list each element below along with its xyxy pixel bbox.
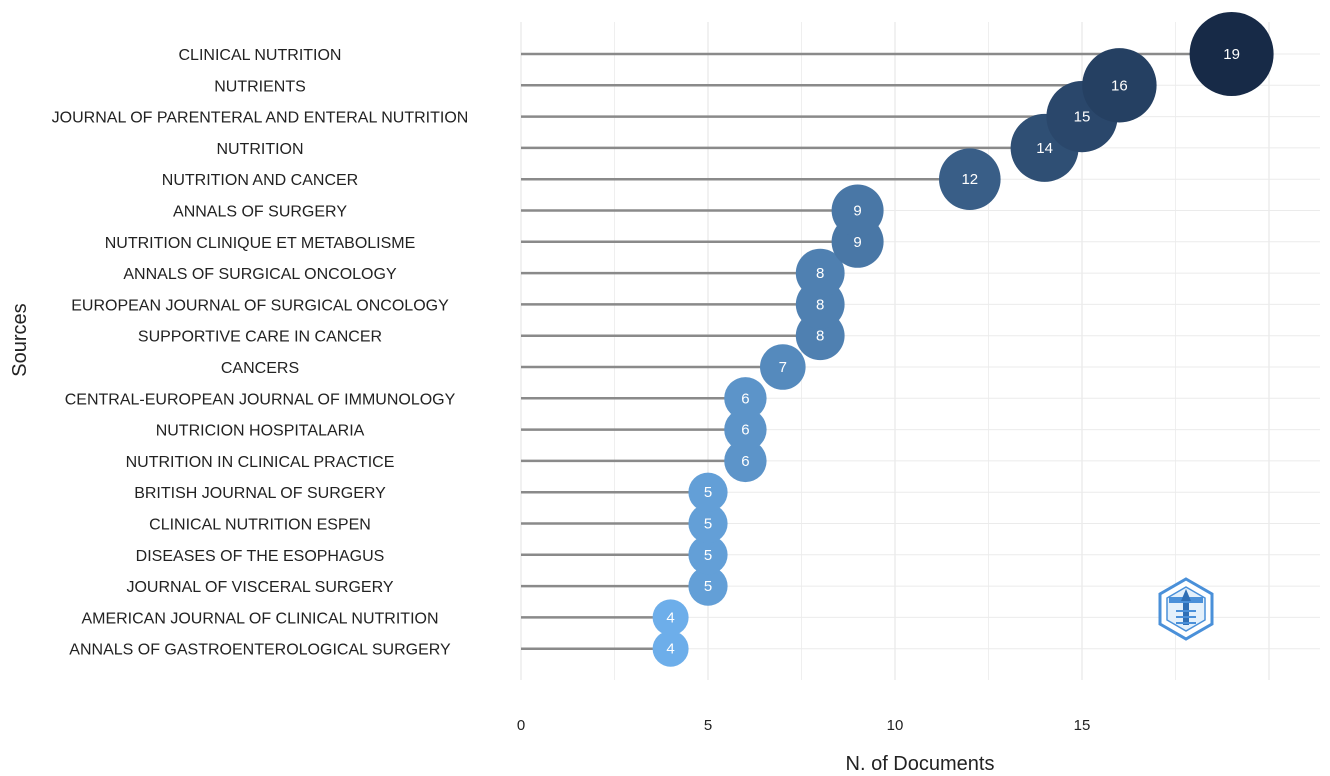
category-label: SUPPORTIVE CARE IN CANCER [138, 329, 382, 346]
bubble-data-label: 5 [704, 484, 712, 501]
x-tick-label: 0 [517, 717, 525, 734]
category-label: JOURNAL OF PARENTERAL AND ENTERAL NUTRIT… [52, 110, 469, 127]
bubble-data-label: 14 [1036, 140, 1053, 157]
bubble-data-label: 19 [1223, 46, 1240, 63]
x-tick-label: 15 [1074, 717, 1091, 734]
bubble-point [760, 344, 806, 390]
bubble-data-label: 6 [741, 422, 749, 439]
bubble-data-label: 8 [816, 265, 824, 282]
category-label: CANCERS [221, 360, 299, 377]
bubble-point [688, 503, 728, 544]
bubble-data-label: 5 [704, 578, 712, 595]
bubble-data-label: 16 [1111, 77, 1128, 94]
category-label: BRITISH JOURNAL OF SURGERY [134, 485, 386, 502]
x-tick-label: 5 [704, 717, 712, 734]
category-label: NUTRICION HOSPITALARIA [156, 423, 365, 440]
bubble-data-label: 5 [704, 547, 712, 564]
bubble-data-label: 4 [666, 609, 674, 626]
bubble-point [939, 148, 1001, 210]
bubble-data-label: 15 [1074, 109, 1091, 126]
bubble-point [1189, 12, 1274, 96]
x-axis-ticks: 0 5 10 15 [517, 717, 1091, 734]
bubble-point [724, 408, 767, 451]
category-label: ANNALS OF SURGICAL ONCOLOGY [123, 266, 397, 283]
x-axis-title: N. of Documents [846, 753, 995, 775]
bubble-point [724, 377, 767, 420]
bubble-point [688, 472, 728, 512]
category-label: NUTRITION [216, 141, 303, 158]
bubble-point [724, 439, 767, 483]
bubble-point [1082, 48, 1157, 123]
category-label: NUTRITION CLINIQUE ET METABOLISME [105, 235, 416, 252]
bubbles: 4 4 5 5 5 5 6 6 6 7 8 8 8 9 9 12 14 15 16 19 [652, 12, 1274, 667]
bubble-data-label: 9 [853, 203, 861, 220]
category-label: JOURNAL OF VISCERAL SURGERY [126, 579, 393, 596]
stems [521, 52, 1232, 650]
category-label: DISEASES OF THE ESOPHAGUS [136, 548, 385, 565]
category-label: NUTRITION IN CLINICAL PRACTICE [126, 454, 395, 471]
bibliometrix-logo-icon [1158, 577, 1214, 641]
category-label: AMERICAN JOURNAL OF CLINICAL NUTRITION [81, 610, 438, 627]
category-label: ANNALS OF GASTROENTEROLOGICAL SURGERY [69, 642, 451, 659]
bubble-data-label: 8 [816, 296, 824, 313]
category-label: NUTRIENTS [214, 78, 306, 95]
bubble-point [652, 599, 689, 636]
y-axis-title: Sources [9, 303, 31, 376]
category-label: EUROPEAN JOURNAL OF SURGICAL ONCOLOGY [71, 297, 449, 314]
bubble-data-label: 6 [741, 390, 749, 407]
bubble-point [688, 566, 728, 606]
bubble-data-label: 6 [741, 453, 749, 470]
category-label: CENTRAL-EUROPEAN JOURNAL OF IMMUNOLOGY [65, 391, 456, 408]
bubble-data-label: 9 [853, 234, 861, 251]
grid-lines [520, 22, 1320, 680]
bubble-data-label: 4 [666, 641, 674, 658]
category-label: ANNALS OF SURGERY [173, 204, 347, 221]
bubble-point [831, 184, 884, 237]
category-label: NUTRITION AND CANCER [162, 172, 358, 189]
bubble-point [688, 535, 728, 575]
bubble-data-label: 5 [704, 516, 712, 533]
category-labels: CLINICAL NUTRITION NUTRIENTS JOURNAL OF PA… [52, 47, 469, 659]
x-tick-label: 10 [887, 717, 904, 734]
category-label: CLINICAL NUTRITION [179, 47, 342, 64]
bubble-point [652, 630, 689, 667]
bubble-data-label: 12 [961, 171, 978, 188]
bubble-data-label: 7 [779, 359, 787, 376]
bubble-point [795, 248, 845, 298]
category-label: CLINICAL NUTRITION ESPEN [149, 517, 371, 534]
bubble-data-label: 8 [816, 328, 824, 345]
